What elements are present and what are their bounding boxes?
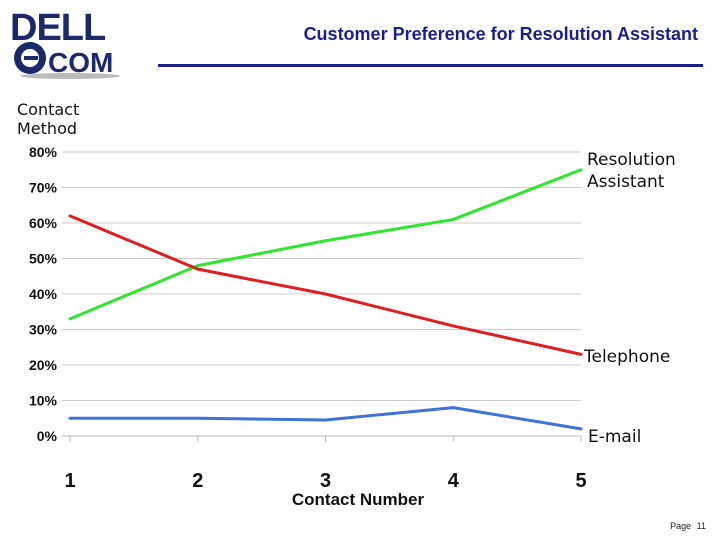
y-tick-label: 0%: [37, 428, 58, 444]
x-tick-label: 4: [448, 470, 460, 492]
page-number: Page 11: [670, 521, 706, 531]
series-label-line-1: E-mail: [588, 427, 642, 447]
y-axis-title-line-2: Method: [17, 119, 78, 138]
x-tick-label: 2: [192, 470, 203, 492]
series-label-line-1: Resolution: [587, 150, 676, 170]
page-label: Page: [670, 521, 692, 531]
x-tick-label: 3: [320, 470, 331, 492]
y-tick-label: 60%: [29, 215, 58, 231]
x-axis-title: Contact Number: [291, 490, 425, 509]
y-tick-label: 80%: [29, 144, 58, 160]
series-line-e-mail: [68, 406, 583, 431]
page-title: Customer Preference for Resolution Assis…: [303, 24, 698, 44]
y-axis-title-line-1: Contact: [17, 100, 80, 119]
series-label-line-1: Telephone: [584, 347, 671, 367]
series-line-telephone: [68, 214, 583, 356]
logo-dell-text: DELL: [10, 7, 106, 49]
dell-logo: DELL COM: [10, 7, 120, 79]
series-label-email: E-mail: [588, 426, 641, 448]
logo-com-text: COM: [48, 47, 113, 78]
series-label-resolution-assistant: Resolution Assistant: [587, 149, 676, 193]
series-line-resolution-assistant: [68, 168, 583, 321]
y-tick-label: 10%: [29, 393, 58, 409]
series-label-line-2: Assistant: [587, 172, 665, 192]
y-tick-label: 20%: [29, 357, 58, 373]
series-label-telephone: Telephone: [584, 346, 670, 368]
y-tick-label: 40%: [29, 286, 58, 302]
y-tick-label: 50%: [29, 251, 58, 267]
title-divider: [158, 64, 703, 67]
x-tick-label: 1: [64, 470, 75, 492]
page-number-value: 11: [696, 521, 706, 531]
x-tick-label: 5: [575, 470, 586, 492]
y-tick-label: 70%: [29, 180, 58, 196]
y-axis-title: Contact Method: [17, 100, 107, 138]
y-tick-label: 30%: [29, 322, 58, 338]
